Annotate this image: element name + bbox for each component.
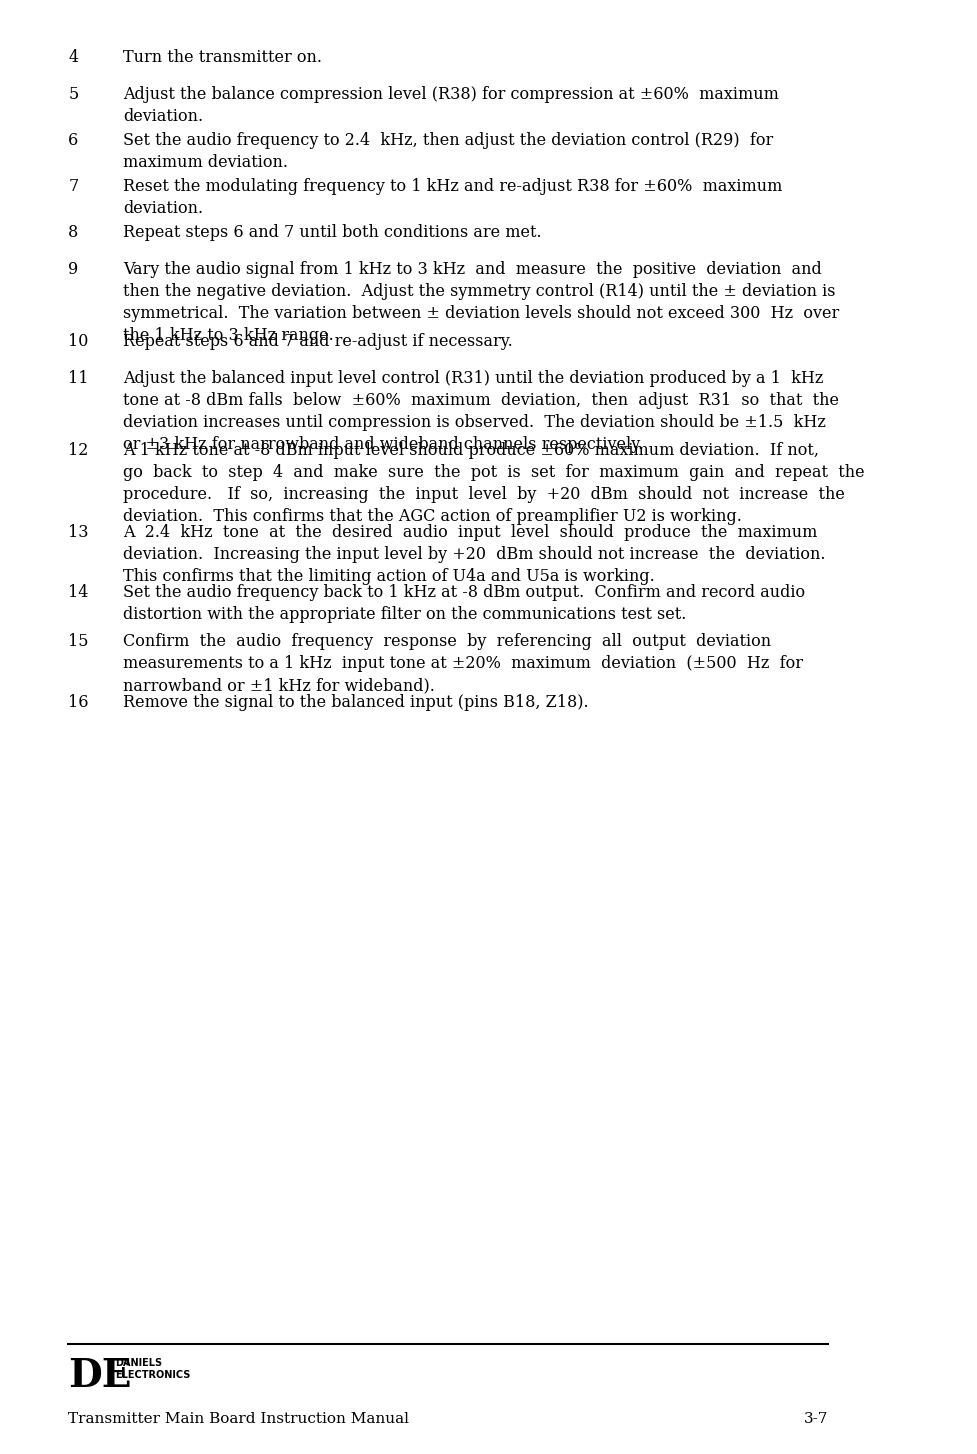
Text: go  back  to  step  4  and  make  sure  the  pot  is  set  for  maximum  gain  a: go back to step 4 and make sure the pot … [123, 464, 864, 481]
Text: A 1 kHz tone at -8 dBm input level should produce ±60% maximum deviation.  If no: A 1 kHz tone at -8 dBm input level shoul… [123, 442, 818, 459]
Text: DE: DE [68, 1357, 132, 1394]
Text: 10: 10 [68, 333, 89, 350]
Text: 8: 8 [68, 224, 78, 241]
Text: Turn the transmitter on.: Turn the transmitter on. [123, 49, 321, 65]
Text: or ±3 kHz for narrowband and wideband channels respectively.: or ±3 kHz for narrowband and wideband ch… [123, 436, 643, 454]
Text: DANIELS
ELECTRONICS: DANIELS ELECTRONICS [115, 1358, 191, 1380]
Text: Repeat steps 6 and 7 and re-adjust if necessary.: Repeat steps 6 and 7 and re-adjust if ne… [123, 333, 512, 350]
Text: deviation.  Increasing the input level by +20  dBm should not increase  the  dev: deviation. Increasing the input level by… [123, 547, 825, 563]
Text: distortion with the appropriate filter on the communications test set.: distortion with the appropriate filter o… [123, 606, 686, 624]
Text: 7: 7 [68, 177, 78, 195]
Text: 4: 4 [68, 49, 78, 65]
Text: Confirm  the  audio  frequency  response  by  referencing  all  output  deviatio: Confirm the audio frequency response by … [123, 632, 770, 650]
Text: deviation.  This confirms that the AGC action of preamplifier U2 is working.: deviation. This confirms that the AGC ac… [123, 507, 741, 525]
Text: deviation.: deviation. [123, 108, 203, 125]
Text: 11: 11 [68, 369, 89, 387]
Text: tone at -8 dBm falls  below  ±60%  maximum  deviation,  then  adjust  R31  so  t: tone at -8 dBm falls below ±60% maximum … [123, 393, 838, 409]
Text: deviation.: deviation. [123, 201, 203, 217]
Text: Repeat steps 6 and 7 until both conditions are met.: Repeat steps 6 and 7 until both conditio… [123, 224, 541, 241]
Text: narrowband or ±1 kHz for wideband).: narrowband or ±1 kHz for wideband). [123, 678, 434, 694]
Text: Set the audio frequency back to 1 kHz at -8 dBm output.  Confirm and record audi: Set the audio frequency back to 1 kHz at… [123, 585, 804, 601]
Text: 5: 5 [68, 86, 78, 103]
Text: Transmitter Main Board Instruction Manual: Transmitter Main Board Instruction Manua… [68, 1412, 408, 1426]
Text: then the negative deviation.  Adjust the symmetry control (R14) until the ± devi: then the negative deviation. Adjust the … [123, 284, 834, 300]
Text: Set the audio frequency to 2.4  kHz, then adjust the deviation control (R29)  fo: Set the audio frequency to 2.4 kHz, then… [123, 132, 772, 148]
Text: Reset the modulating frequency to 1 kHz and re-adjust R38 for ±60%  maximum: Reset the modulating frequency to 1 kHz … [123, 177, 782, 195]
Text: symmetrical.  The variation between ± deviation levels should not exceed 300  Hz: symmetrical. The variation between ± dev… [123, 305, 838, 323]
Text: 6: 6 [68, 132, 78, 148]
Text: Vary the audio signal from 1 kHz to 3 kHz  and  measure  the  positive  deviatio: Vary the audio signal from 1 kHz to 3 kH… [123, 262, 821, 278]
Text: This confirms that the limiting action of U4a and U5a is working.: This confirms that the limiting action o… [123, 569, 654, 585]
Text: Adjust the balanced input level control (R31) until the deviation produced by a : Adjust the balanced input level control … [123, 369, 823, 387]
Text: measurements to a 1 kHz  input tone at ±20%  maximum  deviation  (±500  Hz  for: measurements to a 1 kHz input tone at ±2… [123, 656, 802, 672]
Text: A  2.4  kHz  tone  at  the  desired  audio  input  level  should  produce  the  : A 2.4 kHz tone at the desired audio inpu… [123, 523, 817, 541]
Text: 12: 12 [68, 442, 89, 459]
Text: 14: 14 [68, 585, 89, 601]
Text: Adjust the balance compression level (R38) for compression at ±60%  maximum: Adjust the balance compression level (R3… [123, 86, 778, 103]
Text: 9: 9 [68, 262, 78, 278]
Text: Remove the signal to the balanced input (pins B18, Z18).: Remove the signal to the balanced input … [123, 694, 588, 711]
Text: the 1 kHz to 3 kHz range.: the 1 kHz to 3 kHz range. [123, 327, 333, 345]
Text: maximum deviation.: maximum deviation. [123, 154, 287, 172]
Text: deviation increases until compression is observed.  The deviation should be ±1.5: deviation increases until compression is… [123, 414, 825, 430]
Text: 15: 15 [68, 632, 89, 650]
Text: 13: 13 [68, 523, 89, 541]
Text: 16: 16 [68, 694, 89, 711]
Text: 3-7: 3-7 [803, 1412, 827, 1426]
Text: procedure.   If  so,  increasing  the  input  level  by  +20  dBm  should  not  : procedure. If so, increasing the input l… [123, 486, 844, 503]
